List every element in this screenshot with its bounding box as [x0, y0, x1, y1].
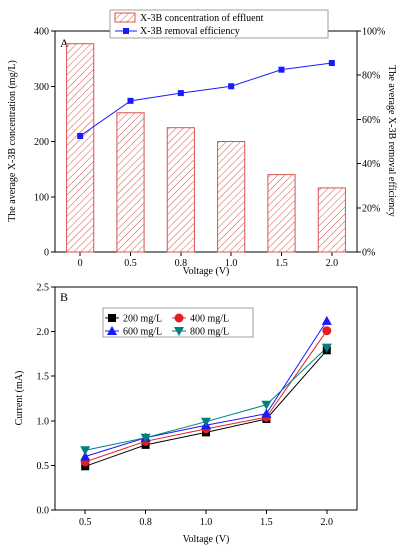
- chart-b-y-tick-label: 2.5: [37, 283, 50, 294]
- chart-a-y-tick-label: 300: [34, 82, 49, 93]
- chart-b-legend-marker: [174, 313, 184, 323]
- chart-b-y-tick-label: 1.0: [37, 416, 50, 427]
- chart-a-y-tick-label: 100: [34, 192, 49, 203]
- legend-label-concentration: X-3B concentration of effluent: [140, 13, 264, 24]
- chart-b-y-tick-label: 1.5: [37, 372, 50, 383]
- chart-b-x-tick-label: 0.5: [79, 517, 92, 528]
- chart-b-legend-marker: [108, 314, 116, 322]
- legend-hatched-bar-swatch: [114, 12, 136, 23]
- chart-a-left-axis: 0 100 200 300 400: [34, 27, 55, 259]
- chart-b-y-tick-label: 2.0: [37, 327, 50, 338]
- chart-a-x-tick-label: 2.0: [326, 258, 339, 269]
- chart-b-legend-label: 400 mg/L: [190, 314, 229, 325]
- chart-b-legend: 200 mg/L 400 mg/L 600 mg/L 800 mg/L: [102, 307, 254, 338]
- chart-a-y2-tick-label: 20%: [362, 203, 380, 214]
- chart-a-bar: [317, 187, 346, 253]
- chart-a-x-tick-label: 1.0: [225, 258, 238, 269]
- chart-b-series-line: [85, 330, 328, 463]
- chart-b-y-tick-label: 0.5: [37, 461, 50, 472]
- chart-a-bars: [66, 43, 346, 253]
- chart-b-series-point: [321, 315, 332, 325]
- chart-b-series-point: [261, 408, 272, 418]
- chart-b-series: [80, 315, 332, 471]
- chart-a-efficiency-point: [77, 132, 84, 139]
- chart-a-legend-box: [109, 9, 329, 39]
- chart-b-series-point: [322, 326, 332, 336]
- legend-label-efficiency: X-3B removal efficiency: [140, 26, 240, 37]
- legend-square-marker: [123, 28, 129, 34]
- chart-a-y2-tick-label: 100%: [362, 27, 385, 38]
- chart-b-x-tick-label: 0.8: [139, 517, 152, 528]
- chart-b-series-point: [321, 343, 332, 353]
- chart-a-x-label: Voltage (V): [183, 266, 230, 277]
- chart-a-y-tick-label: 200: [34, 137, 49, 148]
- chart-b: B 0.0 0.5 1.0 1.5 2.0 2.5 0.5 0.8 1.0 1.5 2.0 Vol…: [14, 283, 358, 545]
- chart-b-series-point: [261, 400, 272, 410]
- chart-a-efficiency-line: [77, 60, 335, 139]
- chart-b-y-label: Current (mA): [14, 371, 25, 426]
- chart-b-panel-label: B: [60, 290, 68, 304]
- chart-b-x-axis: 0.5 0.8 1.0 1.5 2.0: [79, 510, 333, 528]
- chart-a-y-tick-label: 400: [34, 27, 49, 38]
- chart-a-efficiency-point: [328, 60, 335, 67]
- chart-a-x-tick-label: 0: [78, 258, 83, 269]
- chart-b-legend-label: 800 mg/L: [190, 327, 229, 338]
- chart-a-bar: [66, 43, 95, 253]
- chart-b-legend-label: 200 mg/L: [123, 314, 162, 325]
- chart-a-bar: [166, 127, 195, 253]
- chart-a-efficiency-point: [177, 90, 184, 97]
- chart-b-series-point: [201, 417, 211, 427]
- chart-a-y2-label: The average X-3B removal efficiency: [386, 65, 397, 216]
- chart-b-x-tick-label: 2.0: [321, 517, 334, 528]
- chart-a-x-tick-label: 1.5: [275, 258, 288, 269]
- chart-b-series-point: [80, 446, 91, 456]
- chart-a-y-label: The average X-3B concentration (mg/L): [7, 60, 18, 222]
- chart-a-y2-tick-label: 40%: [362, 159, 380, 170]
- chart-b-legend-marker: [107, 326, 117, 335]
- chart-a-bar: [267, 174, 296, 253]
- chart-b-series-point: [140, 433, 151, 443]
- chart-a-bar: [217, 141, 246, 253]
- chart-a-y2-tick-label: 0%: [362, 248, 375, 259]
- chart-a-efficiency-point: [278, 66, 285, 73]
- chart-b-series-point: [80, 451, 91, 461]
- chart-a-bar: [116, 112, 145, 253]
- chart-a-x-tick-label: 0.5: [124, 258, 137, 269]
- chart-b-x-tick-label: 1.0: [200, 517, 213, 528]
- chart-b-legend-label: 600 mg/L: [123, 327, 162, 338]
- chart-b-y-axis: 0.0 0.5 1.0 1.5 2.0 2.5: [37, 283, 55, 517]
- chart-a-plot-frame: [54, 30, 358, 253]
- chart-b-y-tick-label: 0.0: [37, 506, 50, 517]
- chart-b-series-line: [85, 350, 328, 467]
- chart-a-x-axis: 0 0.5 0.8 1.0 1.5 2.0: [78, 252, 338, 269]
- chart-b-x-tick-label: 1.5: [260, 517, 273, 528]
- chart-b-x-label: Voltage (V): [183, 534, 230, 545]
- chart-a-y2-tick-label: 60%: [362, 115, 380, 126]
- chart-a-legend: X-3B concentration of effluent X-3B remo…: [109, 9, 329, 39]
- chart-a-panel-label: A: [60, 36, 69, 50]
- chart-a-efficiency-point: [228, 83, 235, 90]
- chart-a-y-tick-label: 0: [44, 248, 49, 259]
- chart-a-efficiency-point: [127, 97, 134, 104]
- chart-a-x-tick-label: 0.8: [175, 258, 188, 269]
- chart-a-right-axis: 0% 20% 40% 60% 80% 100%: [357, 27, 385, 259]
- chart-b-legend-marker: [174, 327, 184, 336]
- chart-a-y2-tick-label: 80%: [362, 71, 380, 82]
- chart-a-efficiency-polyline: [79, 62, 332, 137]
